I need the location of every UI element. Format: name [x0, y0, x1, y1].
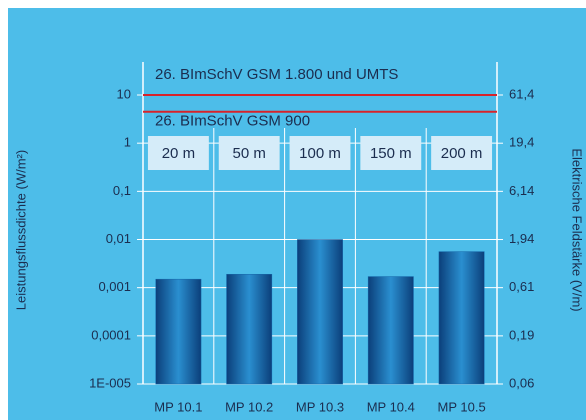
bar: [367, 276, 414, 385]
reference-label: 26. BImSchV GSM 900: [155, 113, 310, 130]
distance-label: 150 m: [370, 145, 412, 162]
x-tick-label: MP 10.1: [154, 399, 202, 414]
bar: [297, 239, 343, 385]
y-tick-label: 0,0001: [91, 327, 131, 342]
y2-tick-label: 0,19: [509, 327, 534, 342]
y-tick-label: 1E-005: [89, 375, 131, 390]
distance-box: [431, 136, 493, 170]
y-axis-title: Leistungsflussdichte (W/m²): [13, 150, 28, 310]
distance-box: [218, 136, 280, 170]
reference-label: 26. BImSchV GSM 1.800 und UMTS: [155, 66, 398, 83]
bar: [226, 273, 273, 385]
y-tick-label: 0,01: [106, 231, 131, 246]
y-tick-label: 0,001: [98, 279, 131, 294]
panel: [8, 8, 586, 420]
distance-box: [289, 136, 351, 170]
bar: [155, 278, 202, 385]
distance-label: 100 m: [299, 145, 341, 162]
distance-label: 200 m: [441, 145, 483, 162]
y2-tick-label: 61,4: [509, 86, 534, 101]
distance-label: 50 m: [233, 145, 266, 162]
x-tick-label: MP 10.3: [296, 399, 344, 414]
y2-tick-label: 0,06: [509, 375, 534, 390]
y2-axis-title: Elektrische Feldstärke (V/m): [570, 148, 585, 311]
distance-box: [360, 136, 422, 170]
y-tick-label: 10: [117, 86, 131, 101]
y2-tick-label: 0,61: [509, 279, 534, 294]
y2-tick-label: 19,4: [509, 135, 534, 150]
distance-label: 20 m: [162, 145, 195, 162]
y-tick-label: 1: [124, 135, 131, 150]
distance-box: [147, 136, 209, 170]
x-tick-label: MP 10.4: [367, 399, 415, 414]
x-tick-label: MP 10.5: [438, 399, 486, 414]
y2-tick-label: 6,14: [509, 183, 534, 198]
bar: [438, 251, 485, 385]
y2-tick-label: 1,94: [509, 231, 534, 246]
x-tick-label: MP 10.2: [225, 399, 273, 414]
y-tick-label: 0,1: [113, 183, 131, 198]
